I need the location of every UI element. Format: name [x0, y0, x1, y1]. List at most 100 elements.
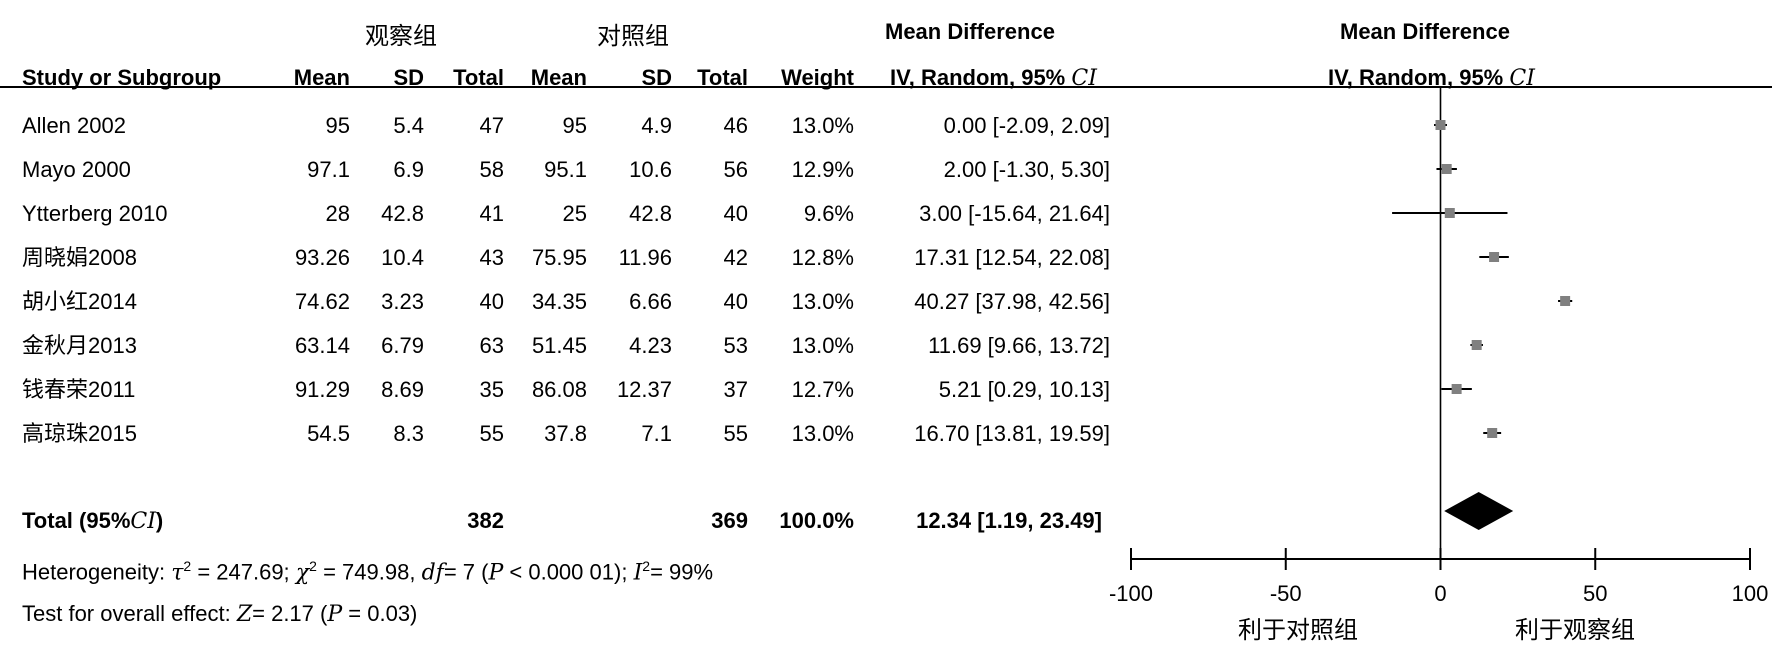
study-name: 高琼珠2015 — [22, 421, 137, 446]
exp-sd: 5.4 — [393, 113, 424, 138]
exp-mean: 28 — [325, 201, 350, 226]
sd-header-exp: SD — [393, 65, 424, 90]
exp-sd: 3.23 — [381, 289, 424, 314]
exp-sd: 42.8 — [381, 201, 424, 226]
ctrl-mean: 51.45 — [531, 333, 587, 358]
ctrl-mean: 95 — [562, 113, 587, 138]
total-md-ci: 12.34 [1.19, 23.49] — [916, 508, 1102, 533]
x-tick-label: 0 — [1434, 581, 1446, 606]
weight: 13.0% — [791, 333, 854, 358]
exp-sd: 10.4 — [381, 245, 424, 270]
overall-effect-test: Test for overall effect: Z= 2.17 (P = 0.… — [22, 601, 418, 627]
exp-mean: 95 — [325, 113, 350, 138]
weight: 13.0% — [791, 421, 854, 446]
exp-total: 63 — [479, 333, 504, 358]
mean-header-ctrl: Mean — [530, 65, 587, 90]
md-ci: 11.69 [9.66, 13.72] — [928, 333, 1110, 358]
heterogeneity-stats: Heterogeneity: τ2 = 247.69; χ2 = 749.98,… — [22, 558, 714, 586]
point-estimate — [1560, 296, 1571, 306]
favors-control-label: 利于对照组 — [1238, 616, 1358, 644]
md-ci: 5.21 [0.29, 10.13] — [938, 377, 1110, 402]
exp-mean: 93.26 — [294, 245, 350, 270]
exp-sd: 6.79 — [381, 333, 424, 358]
study-name: 胡小红2014 — [22, 289, 137, 314]
ctrl-total: 40 — [723, 201, 748, 226]
study-name: 周晓娟2008 — [22, 245, 137, 270]
exp-mean: 54.5 — [307, 421, 350, 446]
md-ci: 16.70 [13.81, 19.59] — [914, 421, 1110, 446]
weight: 12.7% — [791, 377, 854, 402]
weight: 13.0% — [791, 113, 854, 138]
ctrl-mean: 34.35 — [531, 289, 587, 314]
point-estimate — [1441, 164, 1452, 174]
md-ci: 3.00 [-15.64, 21.64] — [919, 201, 1110, 226]
ctrl-sd: 4.23 — [629, 333, 672, 358]
exp-sd: 6.9 — [393, 157, 424, 182]
total-header-ctrl: Total — [697, 65, 748, 90]
x-tick-label: 100 — [1732, 581, 1769, 606]
md-method-header-table: IV, Random, 95% CI — [890, 65, 1097, 91]
ctrl-mean: 75.95 — [531, 245, 587, 270]
total-ctrl-n: 369 — [711, 508, 748, 533]
exp-total: 58 — [479, 157, 504, 182]
study-header: Study or Subgroup — [22, 65, 222, 90]
weight: 13.0% — [791, 289, 854, 314]
point-estimate — [1471, 340, 1482, 350]
weight-header: Weight — [781, 65, 854, 90]
study-markers — [1392, 120, 1573, 438]
weight: 9.6% — [803, 201, 854, 226]
md-ci: 2.00 [-1.30, 5.30] — [943, 157, 1110, 182]
exp-sd: 8.3 — [393, 421, 424, 446]
ctrl-sd: 4.9 — [641, 113, 672, 138]
ctrl-mean: 95.1 — [544, 157, 587, 182]
ctrl-total: 55 — [723, 421, 748, 446]
md-title-plot: Mean Difference — [1340, 19, 1510, 44]
exp-mean: 63.14 — [294, 333, 350, 358]
total-label: Total (95%CI) — [22, 508, 164, 534]
exp-mean: 97.1 — [307, 157, 350, 182]
header-rule — [0, 86, 1772, 88]
md-ci: 0.00 [-2.09, 2.09] — [943, 113, 1110, 138]
total-header-exp: Total — [453, 65, 504, 90]
exp-mean: 74.62 — [294, 289, 350, 314]
pooled-diamond — [1444, 492, 1514, 530]
x-tick-label: 50 — [1583, 581, 1607, 606]
ctrl-mean: 86.08 — [531, 377, 587, 402]
mean-header-exp: Mean — [293, 65, 350, 90]
x-tick-label: -50 — [1270, 581, 1302, 606]
total-exp-n: 382 — [467, 508, 504, 533]
study-name: Allen 2002 — [22, 113, 126, 138]
md-ci: 17.31 [12.54, 22.08] — [914, 245, 1110, 270]
study-name: 金秋月2013 — [22, 333, 137, 358]
ctrl-total: 42 — [723, 245, 748, 270]
ctrl-mean: 37.8 — [544, 421, 587, 446]
ctrl-sd: 42.8 — [629, 201, 672, 226]
ctrl-mean: 25 — [562, 201, 587, 226]
exp-total: 40 — [479, 289, 504, 314]
point-estimate — [1435, 120, 1446, 130]
weight: 12.9% — [791, 157, 854, 182]
ctrl-sd: 12.37 — [616, 377, 672, 402]
study-name: Ytterberg 2010 — [22, 201, 168, 226]
study-name: 钱春荣2011 — [22, 377, 136, 402]
ctrl-total: 56 — [723, 157, 748, 182]
ctrl-total: 37 — [723, 377, 748, 402]
ctrl-sd: 10.6 — [629, 157, 672, 182]
point-estimate — [1489, 252, 1500, 262]
experimental-group-header: 观察组 — [365, 22, 437, 50]
exp-mean: 91.29 — [294, 377, 350, 402]
exp-sd: 8.69 — [381, 377, 424, 402]
point-estimate — [1451, 384, 1462, 394]
x-tick-label: -100 — [1109, 581, 1153, 606]
exp-total: 35 — [479, 377, 504, 402]
study-name: Mayo 2000 — [22, 157, 131, 182]
ctrl-sd: 6.66 — [629, 289, 672, 314]
x-axis: -100 -50 0 50 100 — [1109, 88, 1768, 606]
total-weight: 100.0% — [779, 508, 854, 533]
pooled-estimate-diamond — [1444, 492, 1514, 530]
exp-total: 47 — [479, 113, 504, 138]
point-estimate — [1487, 428, 1498, 438]
exp-total: 55 — [479, 421, 504, 446]
exp-total: 41 — [479, 201, 504, 226]
